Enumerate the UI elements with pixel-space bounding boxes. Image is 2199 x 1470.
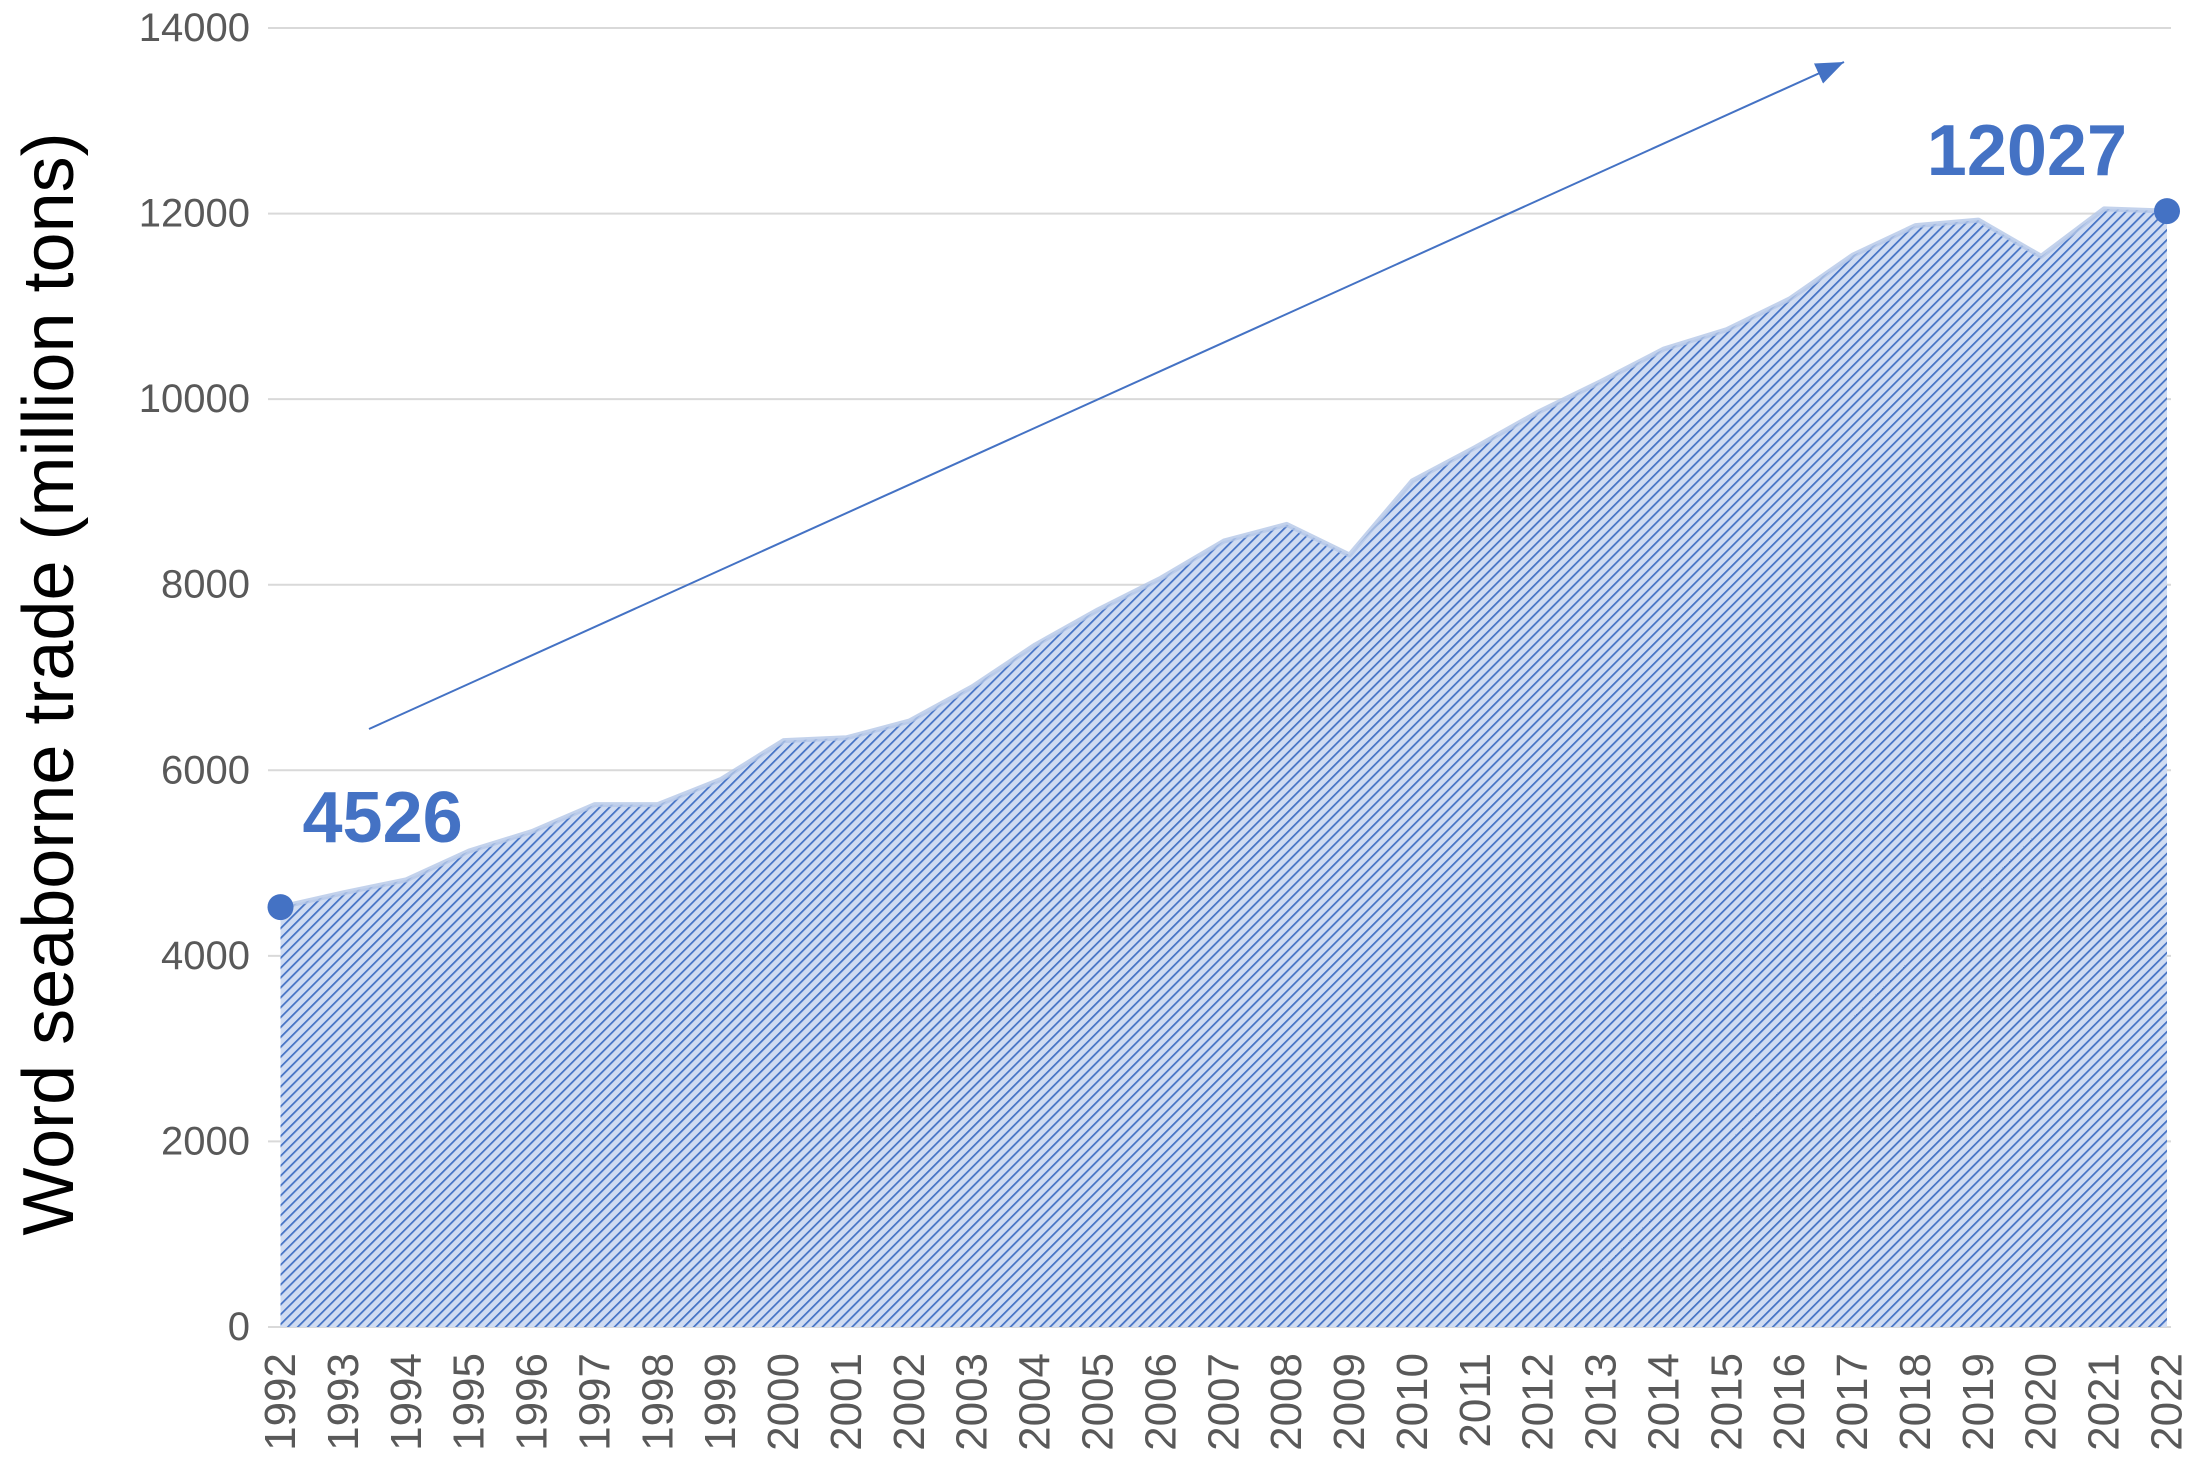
y-tick-label: 2000 xyxy=(161,1119,250,1163)
x-tick-label: 2019 xyxy=(1954,1353,2003,1451)
y-tick-label: 14000 xyxy=(139,6,250,50)
x-tick-label: 2022 xyxy=(2143,1353,2192,1451)
data-labels: 4526 12027 xyxy=(303,111,2128,858)
x-tick-label: 1995 xyxy=(445,1353,494,1451)
x-tick-label: 1993 xyxy=(319,1353,368,1451)
data-point-markers xyxy=(267,198,2180,921)
area-series xyxy=(280,208,2167,1327)
x-tick-label: 2000 xyxy=(759,1353,808,1451)
data-point-marker xyxy=(2154,198,2180,225)
x-tick-label: 2010 xyxy=(1388,1353,1437,1451)
y-tick-label: 10000 xyxy=(139,377,250,421)
x-tick-label: 2015 xyxy=(1702,1353,1751,1451)
x-tick-label: 1994 xyxy=(382,1353,431,1451)
x-tick-label: 2003 xyxy=(948,1353,997,1451)
x-tick-label: 2001 xyxy=(822,1353,871,1451)
x-tick-label: 2018 xyxy=(1891,1353,1940,1451)
y-tick-label: 0 xyxy=(228,1305,250,1349)
x-tick-label: 1999 xyxy=(696,1353,745,1451)
data-label: 4526 xyxy=(303,778,463,858)
y-axis-tick-labels: 0 2000 4000 6000 8000 10000 12000 14000 xyxy=(139,6,250,1349)
data-point-marker xyxy=(267,894,294,921)
y-tick-label: 4000 xyxy=(161,934,250,978)
x-tick-label: 2009 xyxy=(1325,1353,1374,1451)
x-tick-label: 2013 xyxy=(1577,1353,1626,1451)
x-tick-label: 2021 xyxy=(2080,1353,2129,1451)
y-axis-title: Word seaborne trade (million tons) xyxy=(9,132,89,1235)
x-tick-label: 1996 xyxy=(508,1353,557,1451)
x-tick-label: 1997 xyxy=(570,1353,619,1451)
y-tick-label: 6000 xyxy=(161,748,250,792)
y-tick-label: 12000 xyxy=(139,192,250,236)
x-tick-label: 2017 xyxy=(1828,1353,1877,1451)
x-tick-label: 2006 xyxy=(1136,1353,1185,1451)
x-tick-label: 2008 xyxy=(1262,1353,1311,1451)
x-tick-label: 2016 xyxy=(1765,1353,1814,1451)
x-tick-label: 1992 xyxy=(256,1353,305,1451)
x-tick-label: 2007 xyxy=(1199,1353,1248,1451)
data-label: 12027 xyxy=(1927,111,2127,191)
x-tick-label: 2014 xyxy=(1639,1353,1688,1451)
x-tick-label: 2005 xyxy=(1074,1353,1123,1451)
trend-arrow xyxy=(368,61,1845,730)
x-axis-tick-labels: 1992 1993 1994 1995 1996 1997 1998 1999 2000 2001… xyxy=(256,1353,2192,1451)
x-tick-label: 2020 xyxy=(2017,1353,2066,1451)
x-tick-label: 2004 xyxy=(1011,1353,1060,1451)
x-tick-label: 2011 xyxy=(1451,1353,1500,1448)
x-tick-label: 1998 xyxy=(633,1353,682,1451)
area-series-top-edge xyxy=(279,206,2168,910)
y-tick-label: 8000 xyxy=(161,563,250,607)
x-tick-label: 2002 xyxy=(885,1353,934,1451)
x-tick-label: 2012 xyxy=(1514,1353,1563,1451)
